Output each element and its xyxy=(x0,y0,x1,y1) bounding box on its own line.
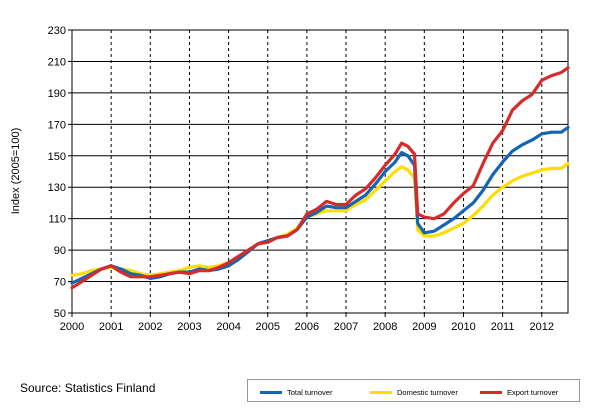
x-axis-ticks: 2000 2001 2002 2003 2004 2005 2006 2007 2008 2009… xyxy=(60,313,554,333)
x-tick-label: 2000 xyxy=(60,321,84,333)
legend-swatch-total xyxy=(260,390,282,394)
x-tick-label: 2001 xyxy=(99,321,123,333)
legend-item-total: Total turnover xyxy=(260,386,332,398)
source-note: Source: Statistics Finland xyxy=(20,381,156,395)
x-tick-label: 2005 xyxy=(255,321,279,333)
y-tick-label: 170 xyxy=(48,119,66,131)
legend: Total turnover Domestic turnover Export … xyxy=(247,379,580,402)
y-axis-label: Index (2005=100) xyxy=(10,128,22,215)
y-tick-label: 90 xyxy=(54,245,66,257)
x-tick-label: 2003 xyxy=(177,321,201,333)
legend-label-export: Export turnover xyxy=(507,387,559,397)
series-line-export-turnover xyxy=(70,66,570,290)
series-lines xyxy=(70,66,570,290)
x-tick-label: 2006 xyxy=(295,321,319,333)
legend-item-domestic: Domestic turnover xyxy=(370,386,458,398)
y-tick-label: 210 xyxy=(48,56,66,68)
x-tick-label: 2011 xyxy=(491,321,515,333)
y-tick-label: 50 xyxy=(54,308,66,320)
x-tick-label: 2008 xyxy=(373,321,397,333)
y-tick-label: 150 xyxy=(48,151,66,163)
x-tick-label: 2012 xyxy=(530,321,554,333)
x-tick-label: 2002 xyxy=(138,321,162,333)
x-tick-label: 2009 xyxy=(412,321,436,333)
line-chart: 50 70 90 110 130 150 170 190 210 230 2000 2001 2002… xyxy=(10,25,570,333)
y-tick-label: 190 xyxy=(48,88,66,100)
y-tick-label: 110 xyxy=(48,214,66,226)
legend-item-export: Export turnover xyxy=(480,386,558,398)
legend-swatch-export xyxy=(480,390,502,394)
y-tick-label: 230 xyxy=(48,25,66,37)
x-tick-label: 2004 xyxy=(216,321,240,333)
legend-label-domestic: Domestic turnover xyxy=(397,387,458,397)
x-tick-label: 2007 xyxy=(334,321,358,333)
plot-area xyxy=(71,29,569,314)
y-tick-label: 70 xyxy=(54,277,66,289)
x-tick-label: 2010 xyxy=(451,321,475,333)
legend-label-total: Total turnover xyxy=(287,387,333,397)
y-tick-label: 130 xyxy=(48,182,66,194)
y-axis-ticks: 50 70 90 110 130 150 170 190 210 230 xyxy=(48,25,72,320)
legend-swatch-domestic xyxy=(370,390,392,394)
